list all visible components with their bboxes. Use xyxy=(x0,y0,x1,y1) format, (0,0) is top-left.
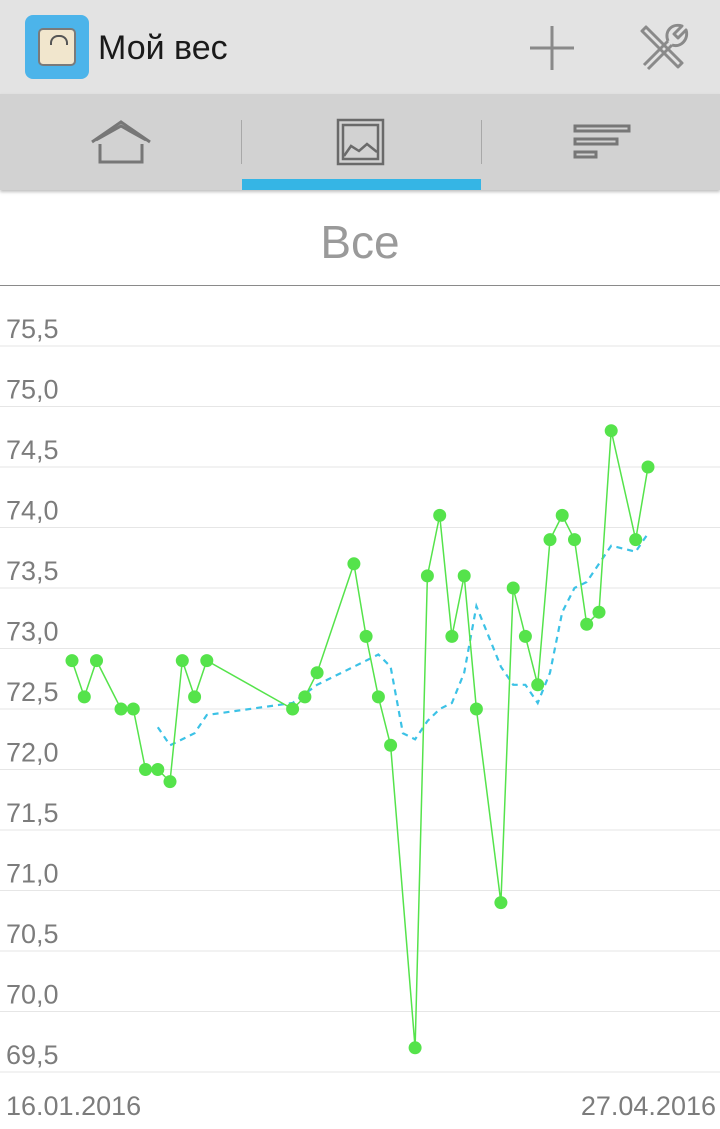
y-tick-label: 70,0 xyxy=(6,980,59,1010)
y-tick-label: 74,5 xyxy=(6,435,59,465)
weight-point xyxy=(359,629,373,643)
trend-line xyxy=(156,532,649,747)
home-icon xyxy=(91,120,151,164)
weight-point xyxy=(310,666,324,680)
settings-button[interactable] xyxy=(634,17,694,77)
weight-point xyxy=(384,738,398,752)
weight-line xyxy=(71,430,649,1048)
tab-bar xyxy=(0,94,720,190)
image-icon xyxy=(336,118,385,166)
y-tick-label: 72,5 xyxy=(6,677,59,707)
weight-point xyxy=(445,629,459,643)
y-tick-label: 71,0 xyxy=(6,859,59,889)
weight-point xyxy=(163,775,177,789)
y-tick-label: 74,0 xyxy=(6,496,59,526)
y-tick-label: 70,5 xyxy=(6,919,59,949)
weight-point xyxy=(77,690,91,704)
y-tick-label: 69,5 xyxy=(6,1040,59,1070)
weight-point xyxy=(286,702,300,716)
y-tick-label: 75,0 xyxy=(6,375,59,405)
weight-point xyxy=(457,569,471,583)
weight-point xyxy=(371,690,385,704)
weight-point xyxy=(90,654,103,668)
weight-point xyxy=(506,581,520,595)
weight-point xyxy=(531,678,545,692)
weight-point xyxy=(139,763,152,776)
y-tick-label: 72,0 xyxy=(6,738,59,768)
plus-icon xyxy=(530,26,574,70)
weight-point xyxy=(629,533,643,547)
weight-point xyxy=(568,533,581,547)
weight-point xyxy=(126,702,140,716)
weight-point xyxy=(114,702,128,716)
weight-point xyxy=(469,702,483,716)
app-logo-icon xyxy=(25,15,89,79)
tab-divider xyxy=(481,120,482,164)
weight-point xyxy=(200,654,214,668)
weight-point xyxy=(347,557,361,571)
divider xyxy=(0,285,720,286)
weight-point xyxy=(298,690,312,704)
add-button[interactable] xyxy=(522,17,582,77)
y-tick-label: 73,0 xyxy=(6,617,59,647)
tab-list[interactable] xyxy=(481,94,720,190)
weight-chart: 69,5 70,0 70,5 71,0 71,5 72,0 72,5 73,0 73,5 74,0… xyxy=(0,314,720,1121)
x-end-label: 27.04.2016 xyxy=(581,1091,716,1121)
y-tick-label: 73,5 xyxy=(6,556,59,586)
weight-point xyxy=(543,533,557,547)
list-icon xyxy=(573,124,631,159)
weight-point xyxy=(604,424,618,438)
chart-title: Все xyxy=(320,216,400,268)
app-title: Мой вес xyxy=(98,29,228,67)
weight-point xyxy=(420,569,434,583)
weight-point xyxy=(641,460,655,474)
weight-point xyxy=(151,763,165,776)
tools-icon xyxy=(640,23,689,71)
weight-point xyxy=(175,654,189,668)
weight-point xyxy=(518,629,532,643)
y-tick-label: 75,5 xyxy=(6,314,59,344)
weight-point xyxy=(188,690,202,704)
weight-point xyxy=(580,617,594,631)
weight-point xyxy=(592,605,606,619)
tab-divider xyxy=(241,120,242,164)
y-tick-label: 71,5 xyxy=(6,798,59,828)
action-bar: Мой вес xyxy=(0,0,720,94)
weight-point xyxy=(433,508,447,522)
tab-chart[interactable] xyxy=(241,94,481,190)
x-start-label: 16.01.2016 xyxy=(6,1091,141,1121)
weight-point xyxy=(494,896,508,910)
tab-home[interactable] xyxy=(0,94,240,190)
weight-point xyxy=(65,654,79,668)
selected-tab-indicator xyxy=(242,179,481,190)
weight-point xyxy=(555,508,569,522)
weight-point xyxy=(408,1041,422,1055)
